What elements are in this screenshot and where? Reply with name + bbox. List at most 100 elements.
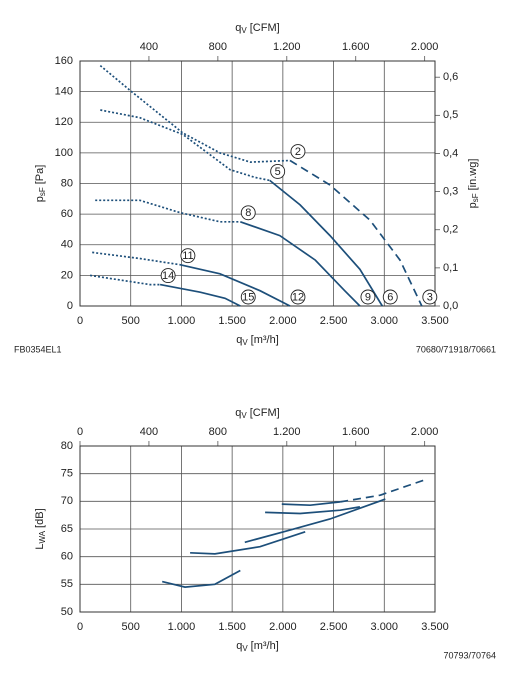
curve-label-circle: [360, 289, 376, 305]
x-axis-label-sub: V: [242, 338, 248, 347]
x2-tick-label: 2.000: [411, 426, 439, 438]
x2-tick-label: 800: [209, 426, 227, 438]
y-axis-label-main: L: [34, 544, 46, 550]
y-tick-label: 50: [61, 606, 73, 618]
curve-label: 8: [245, 207, 251, 219]
footnote: 70793/70764: [443, 650, 496, 660]
x-tick-label: 0: [77, 621, 83, 633]
y2-axis-label-main: p: [467, 202, 479, 208]
curve: [340, 478, 426, 503]
y2-tick-label: 0,5: [443, 109, 458, 121]
x-tick-label: 1.500: [218, 621, 246, 633]
curve-label-circle: [422, 289, 438, 305]
y-tick-label: 70: [61, 495, 73, 507]
curve-label-circle: [382, 289, 398, 305]
y-tick-label: 60: [61, 208, 73, 220]
x-tick-label: 500: [122, 315, 140, 327]
curve-label: 11: [182, 250, 193, 262]
y-tick-label: 80: [61, 177, 73, 189]
x2-tick-label: 400: [140, 426, 158, 438]
curve: [269, 179, 384, 307]
curve-label: 15: [242, 291, 254, 303]
x2-tick-label: 1.600: [342, 426, 370, 438]
footnote: 70680/71918/70661: [416, 344, 496, 354]
curve-label-circle: [290, 289, 306, 305]
curve-label-circle: [270, 163, 286, 179]
y2-tick-label: 0,4: [443, 147, 458, 159]
curve: [240, 220, 361, 307]
curve-label: 6: [387, 291, 393, 303]
x2-tick-label: 0: [77, 426, 83, 438]
curve: [159, 283, 241, 307]
curve: [289, 159, 423, 307]
curve: [281, 501, 341, 507]
curve-label-circle: [180, 248, 196, 264]
y-axis-label-main: p: [34, 196, 46, 202]
x-tick-label: 3.500: [421, 315, 449, 327]
curve: [244, 498, 386, 544]
y-tick-label: 120: [55, 116, 73, 128]
x-tick-label: 3.000: [371, 621, 399, 633]
curve-label-circle: [240, 289, 256, 305]
y2-tick-label: 0,3: [443, 186, 458, 198]
curve: [190, 530, 306, 555]
y-tick-label: 55: [61, 578, 73, 590]
curve: [99, 64, 291, 163]
curve: [95, 199, 241, 223]
y-tick-label: 0: [67, 300, 73, 312]
x2-axis-label-main: q: [235, 22, 241, 34]
x2-tick-label: 800: [209, 41, 227, 53]
curve-label-circle: [290, 144, 306, 159]
y-axis-label-sub: sF: [38, 187, 47, 196]
curve-label: 14: [162, 270, 174, 282]
y-tick-label: 100: [55, 147, 73, 159]
x-tick-label: 1.000: [168, 621, 196, 633]
y-axis-label-unit: [dB]: [34, 508, 46, 528]
x2-axis-label-unit: [CFM]: [250, 407, 280, 419]
plot-frame: [79, 445, 436, 613]
x-tick-label: 1.000: [168, 315, 196, 327]
curve: [179, 263, 291, 307]
curve-label: 2: [295, 146, 301, 158]
curve: [100, 109, 270, 182]
x2-axis-label-sub: V: [241, 411, 247, 420]
x2-tick-label: 2.000: [411, 41, 439, 53]
curve-label-circle: [160, 268, 176, 284]
x2-tick-label: 1.200: [273, 426, 301, 438]
y2-axis-label-unit: [in.wg]: [467, 159, 479, 191]
x2-tick-label: 1.200: [273, 41, 301, 53]
x-axis-label-unit: [m³/h]: [251, 640, 279, 652]
x2-tick-label: 1.600: [342, 41, 370, 53]
curve: [265, 506, 361, 515]
y-axis-label: LWA [dB]: [34, 508, 47, 549]
x-axis-label-main: q: [236, 640, 242, 652]
y2-axis-label-sub: sF: [471, 193, 480, 202]
x-tick-label: 2.500: [320, 621, 348, 633]
x-tick-label: 3.000: [371, 315, 399, 327]
curve: [89, 274, 161, 286]
x-axis-label: qV [m³/h]: [236, 334, 279, 347]
curve-label: 12: [292, 291, 304, 303]
curve-label: 9: [365, 291, 371, 303]
curve-label-circle: [240, 205, 256, 221]
x-tick-label: 2.000: [269, 315, 297, 327]
x-axis-label-main: q: [236, 334, 242, 346]
x-axis-label-sub: V: [242, 644, 248, 653]
x2-axis-label-unit: [CFM]: [250, 22, 280, 34]
y2-tick-label: 0,1: [443, 262, 458, 274]
y-tick-label: 140: [55, 86, 73, 98]
x2-axis-label-main: q: [235, 407, 241, 419]
y-axis-label-sub: WA: [38, 530, 47, 543]
x-tick-label: 2.000: [269, 621, 297, 633]
x2-axis-label: qV [CFM]: [235, 22, 279, 35]
y-axis-label: psF [Pa]: [34, 165, 47, 203]
y2-tick-label: 0,2: [443, 224, 458, 236]
y-tick-label: 65: [61, 523, 73, 535]
x-axis-label: qV [m³/h]: [236, 640, 279, 653]
y-tick-label: 40: [61, 239, 73, 251]
x-tick-label: 500: [122, 621, 140, 633]
y2-axis-label: psF [in.wg]: [467, 159, 480, 209]
y2-tick-label: 0,0: [443, 300, 458, 312]
y-axis-label-unit: [Pa]: [34, 165, 46, 185]
x2-axis-label-sub: V: [241, 26, 247, 35]
